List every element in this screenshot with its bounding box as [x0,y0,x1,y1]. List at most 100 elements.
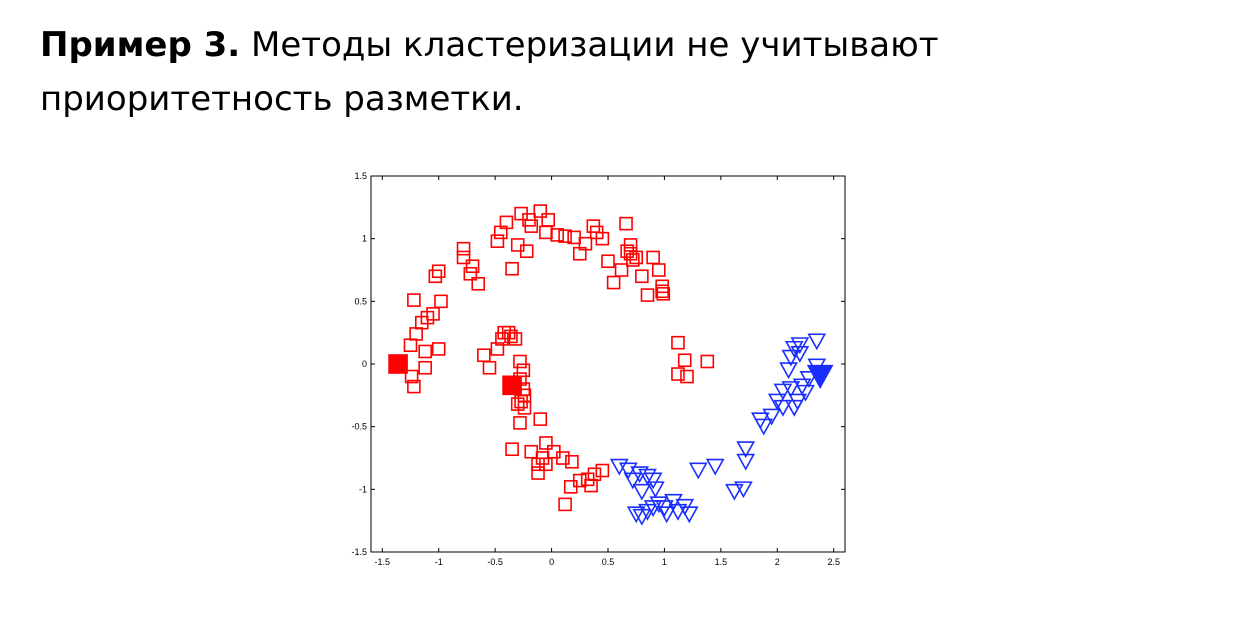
labeled-point [388,354,408,374]
labeled-point [502,375,522,396]
square-point [595,231,610,246]
square-point [651,263,666,277]
triangle-point [750,412,770,430]
square-point [550,228,565,242]
x-tick-label: 1.5 [715,557,728,567]
triangle-point [736,453,756,471]
square-point [516,363,531,378]
square-point [677,353,692,368]
square-point [403,338,418,353]
triangle-point [790,345,810,363]
square-point [513,354,527,369]
square-point [533,204,548,218]
x-tick-label: -1 [435,557,443,567]
square-point [558,497,572,512]
x-tick-label: -0.5 [487,557,503,567]
x-tick-label: 0.5 [602,557,615,567]
square-point [614,263,629,277]
y-tick-label: -1 [359,484,367,494]
square-point [565,454,579,469]
square-point [578,236,593,251]
y-tick-label: 1.5 [354,171,367,181]
square-point [541,213,555,227]
triangle-point [781,381,801,398]
y-tick-label: 0 [362,359,367,369]
triangle-point [646,481,665,499]
axis-ticks: -1.5 -1 -0.5 0 0.5 1 1.5 2 2.5 -1.5 -1 -0.5 0 0.5 1 1.5 [351,171,845,567]
square-point [426,307,440,321]
triangle-point [623,472,643,490]
square-point [671,367,685,381]
square-point [508,332,523,346]
triangle-point [679,506,699,524]
triangle-point [762,408,782,426]
triangle-point [807,333,827,351]
triangle-point [773,399,793,417]
triangle-point [773,383,793,401]
labeled-point [806,364,834,389]
square-point [587,467,602,482]
square-point [635,269,649,284]
square-point [471,276,486,291]
square-point [505,261,519,276]
square-point [490,234,505,248]
square-point [428,269,443,284]
square-point [456,241,471,256]
x-tick-label: 1 [662,557,667,567]
triangle-point [618,462,638,480]
triangle-point [638,468,657,486]
square-point [656,287,671,301]
x-tick-label: 0 [549,557,554,567]
square-point [499,215,514,230]
square-point [517,401,532,415]
triangle-point [649,496,669,514]
triangle-point [705,458,725,476]
square-point [680,369,694,384]
y-tick-label: 0.5 [354,296,367,306]
triangle-point [790,337,810,355]
x-tick-label: 2.5 [827,557,840,567]
square-point [539,457,553,472]
data-points [388,204,834,526]
square-point [533,412,548,426]
triangle-point [657,506,677,524]
slide-text: Пример 3. Методы кластеризации не учитыв… [40,18,1200,126]
square-point [418,344,432,359]
square-point [490,342,505,356]
square-point [463,266,478,281]
square-point [558,229,572,243]
square-point [407,293,421,307]
x-tick-label: -1.5 [375,557,391,567]
x-tick-label: 2 [775,557,780,567]
square-point [407,379,421,394]
square-point [700,354,715,369]
y-tick-label: 1 [362,234,367,244]
triangle-point [736,441,756,459]
square-point [556,451,570,465]
slide-heading-line2: приоритетность разметки. [40,79,524,119]
square-point [606,275,621,290]
square-point [524,219,539,233]
square-point [431,342,446,356]
triangle-point [725,483,744,501]
square-point [519,244,534,258]
triangle-point [626,506,646,524]
square-point [504,329,518,344]
square-point [640,288,655,302]
square-point [456,250,471,265]
square-point [418,360,432,375]
square-point [619,216,633,231]
y-tick-label: -1.5 [351,547,367,557]
triangle-point [799,371,819,388]
square-point [404,369,419,384]
square-point [434,294,448,309]
triangle-point [643,472,663,490]
square-point [505,442,519,457]
square-point [655,284,669,299]
triangle-point [767,393,787,411]
square-point [482,360,497,375]
triangle-point [688,462,708,480]
triangle-point [796,384,815,402]
square-point [671,335,685,350]
